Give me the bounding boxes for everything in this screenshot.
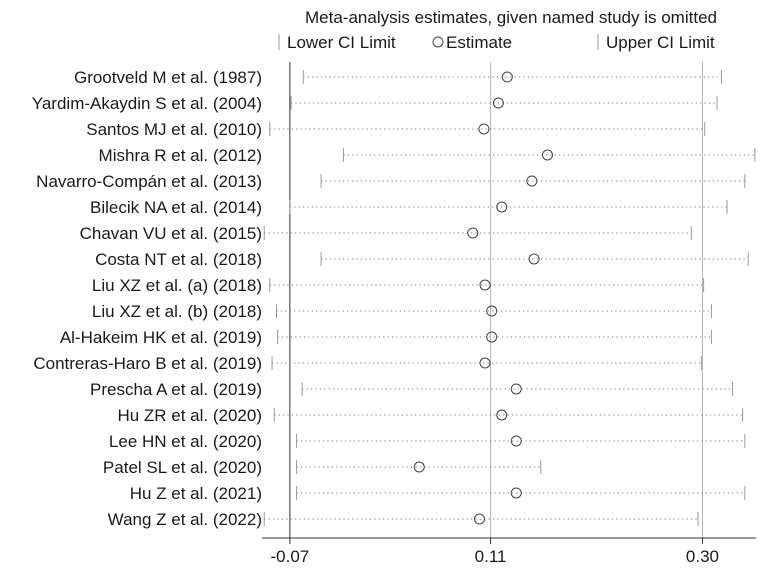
study-label: Navarro-Compán et al. (2013) [36, 172, 262, 191]
study-label: Santos MJ et al. (2010) [86, 120, 262, 139]
study-label: Liu XZ et al. (b) (2018) [92, 302, 262, 321]
estimate-marker [510, 435, 522, 447]
study-row: Costa NT et al. (2018) [95, 250, 749, 269]
estimate-marker [492, 97, 504, 109]
estimate-marker [486, 305, 498, 317]
study-label: Chavan VU et al. (2015) [80, 224, 262, 243]
study-row: Hu Z et al. (2021) [130, 484, 746, 503]
study-label: Lee HN et al. (2020) [109, 432, 262, 451]
study-row: Wang Z et al. (2022) [108, 510, 699, 529]
study-label: Bilecik NA et al. (2014) [90, 198, 262, 217]
legend-estimate-label: Estimate [446, 33, 512, 52]
estimate-marker [528, 253, 540, 265]
estimate-marker [496, 201, 508, 213]
study-label: Hu ZR et al. (2020) [117, 406, 262, 425]
study-label: Mishra R et al. (2012) [99, 146, 262, 165]
study-row: Patel SL et al. (2020) [103, 458, 542, 477]
legend-upper-label: Upper CI Limit [606, 33, 715, 52]
estimate-marker [526, 175, 538, 187]
study-label: Contreras-Haro B et al. (2019) [33, 354, 262, 373]
study-label: Liu XZ et al. (a) (2018) [92, 276, 262, 295]
study-label: Patel SL et al. (2020) [103, 458, 262, 477]
study-label: Grootveld M et al. (1987) [74, 68, 262, 87]
estimate-marker [473, 513, 485, 525]
study-row: Santos MJ et al. (2010) [86, 120, 706, 139]
estimate-marker [413, 461, 425, 473]
study-label: Yardim-Akaydin S et al. (2004) [32, 94, 262, 113]
estimate-marker [478, 123, 490, 135]
estimate-marker [486, 331, 498, 343]
legend-lower-label: Lower CI Limit [287, 33, 396, 52]
study-row: Al-Hakeim HK et al. (2019) [60, 328, 712, 347]
estimate-marker [479, 357, 491, 369]
study-row: Prescha A et al. (2019) [90, 380, 734, 399]
study-row: Navarro-Compán et al. (2013) [36, 172, 746, 191]
study-row: Grootveld M et al. (1987) [74, 68, 722, 87]
study-row: Yardim-Akaydin S et al. (2004) [32, 94, 718, 113]
study-row: Contreras-Haro B et al. (2019) [33, 354, 702, 373]
study-row: Bilecik NA et al. (2014) [90, 198, 728, 217]
chart-title: Meta-analysis estimates, given named stu… [305, 8, 717, 27]
estimate-marker [479, 279, 491, 291]
study-row: Mishra R et al. (2012) [99, 146, 756, 165]
study-row: Liu XZ et al. (a) (2018) [92, 276, 705, 295]
estimate-marker [467, 227, 479, 239]
study-rows: Grootveld M et al. (1987) Yardim-Akaydin … [32, 68, 756, 529]
x-axis: -0.07 0.11 0.30 [262, 537, 756, 566]
x-tick-label: -0.07 [271, 547, 310, 566]
estimate-marker [541, 149, 553, 161]
study-label: Al-Hakeim HK et al. (2019) [60, 328, 262, 347]
estimate-marker [510, 383, 522, 395]
legend-estimate-marker [432, 36, 444, 48]
reference-lines [289, 62, 703, 538]
study-label: Wang Z et al. (2022) [108, 510, 262, 529]
study-label: Costa NT et al. (2018) [95, 250, 262, 269]
study-row: Chavan VU et al. (2015) [80, 224, 692, 243]
estimate-marker [501, 71, 513, 83]
study-row: Liu XZ et al. (b) (2018) [92, 302, 712, 321]
estimate-marker [510, 487, 522, 499]
study-row: Lee HN et al. (2020) [109, 432, 746, 451]
study-label: Prescha A et al. (2019) [90, 380, 262, 399]
x-tick-label: 0.30 [686, 547, 719, 566]
study-row: Hu ZR et al. (2020) [117, 406, 744, 425]
legend: Lower CI Limit Estimate Upper CI Limit [278, 33, 715, 52]
x-tick-label: 0.11 [475, 547, 507, 566]
study-label: Hu Z et al. (2021) [130, 484, 262, 503]
estimate-marker [496, 409, 508, 421]
